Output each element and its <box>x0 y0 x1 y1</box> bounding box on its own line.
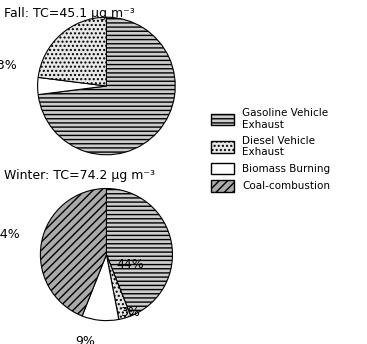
Wedge shape <box>82 255 119 321</box>
Text: Fall: TC=45.1 μg m⁻³: Fall: TC=45.1 μg m⁻³ <box>4 7 134 20</box>
Text: Winter: TC=74.2 μg m⁻³: Winter: TC=74.2 μg m⁻³ <box>4 169 155 182</box>
Text: 9%: 9% <box>75 335 95 344</box>
Wedge shape <box>38 17 175 155</box>
Legend: Gasoline Vehicle
Exhaust, Diesel Vehicle
Exhaust, Biomass Burning, Coal-combusti: Gasoline Vehicle Exhaust, Diesel Vehicle… <box>211 108 330 192</box>
Text: 73%: 73% <box>110 193 138 206</box>
Text: 23%: 23% <box>0 59 17 72</box>
Wedge shape <box>106 189 172 316</box>
Text: 44%: 44% <box>0 228 21 241</box>
Wedge shape <box>40 189 106 316</box>
Text: 3%: 3% <box>120 306 139 319</box>
Wedge shape <box>38 77 106 95</box>
Text: 44%: 44% <box>116 258 144 271</box>
Wedge shape <box>38 17 106 86</box>
Wedge shape <box>106 255 131 320</box>
